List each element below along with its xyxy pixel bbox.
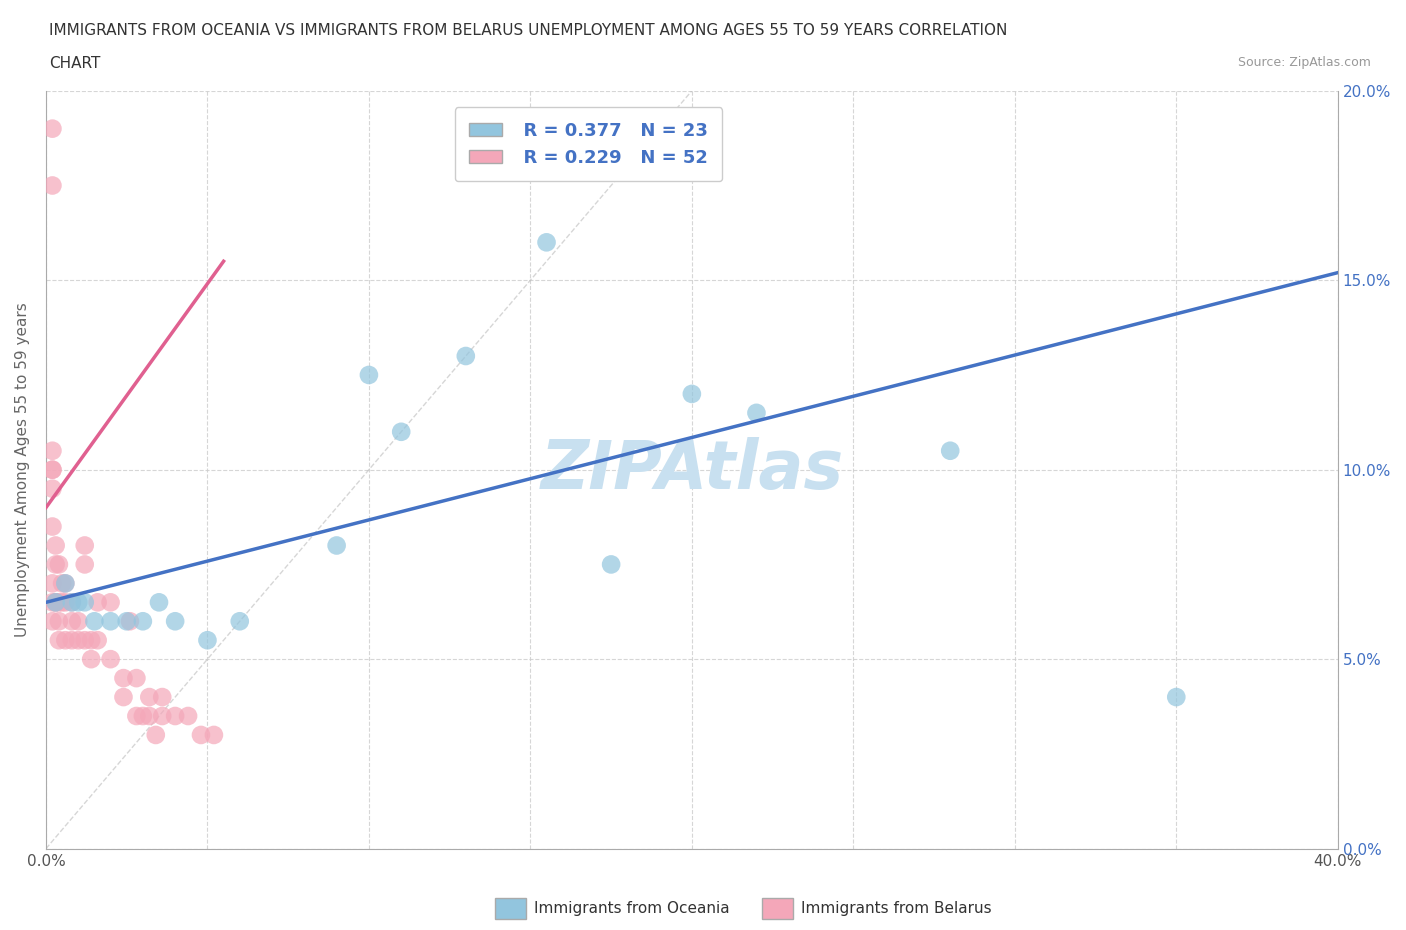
Point — [197, 632, 219, 647]
Point — [73, 538, 96, 553]
Point — [389, 424, 412, 439]
Point — [229, 614, 252, 629]
Point — [53, 632, 76, 647]
Point — [100, 595, 122, 610]
Text: Immigrants from Belarus: Immigrants from Belarus — [801, 901, 993, 916]
Point — [177, 709, 200, 724]
Point — [48, 595, 70, 610]
Point — [45, 538, 67, 553]
Point — [41, 444, 63, 458]
Point — [939, 444, 962, 458]
Point — [41, 462, 63, 477]
Point — [150, 690, 173, 705]
Point — [41, 462, 63, 477]
Point — [53, 576, 76, 591]
Point — [112, 690, 135, 705]
Point — [115, 614, 138, 629]
Point — [41, 614, 63, 629]
Point — [83, 614, 105, 629]
Point — [73, 595, 96, 610]
Point — [60, 595, 83, 610]
Point — [53, 595, 76, 610]
Y-axis label: Unemployment Among Ages 55 to 59 years: Unemployment Among Ages 55 to 59 years — [15, 302, 30, 637]
Point — [73, 632, 96, 647]
Point — [41, 595, 63, 610]
Point — [45, 595, 67, 610]
Point — [202, 727, 225, 742]
Point — [60, 614, 83, 629]
Point — [536, 235, 558, 250]
Point — [45, 557, 67, 572]
Point — [67, 595, 90, 610]
Point — [80, 632, 103, 647]
Point — [67, 632, 90, 647]
Point — [165, 614, 187, 629]
Point — [125, 709, 148, 724]
Point — [60, 595, 83, 610]
Point — [60, 632, 83, 647]
Point — [454, 349, 477, 364]
Point — [41, 121, 63, 136]
Point — [41, 178, 63, 193]
Text: ZIPAtlas: ZIPAtlas — [540, 437, 844, 503]
Point — [357, 367, 380, 382]
Point — [681, 387, 703, 402]
Point — [45, 595, 67, 610]
Point — [41, 519, 63, 534]
Point — [53, 576, 76, 591]
Point — [80, 652, 103, 667]
Text: CHART: CHART — [49, 56, 101, 71]
Point — [165, 709, 187, 724]
Point — [190, 727, 212, 742]
Text: Immigrants from Oceania: Immigrants from Oceania — [534, 901, 730, 916]
Point — [138, 690, 160, 705]
Point — [51, 595, 73, 610]
Point — [125, 671, 148, 685]
Point — [600, 557, 623, 572]
Point — [150, 709, 173, 724]
Point — [132, 614, 155, 629]
Point — [73, 557, 96, 572]
Point — [138, 709, 160, 724]
Point — [132, 709, 155, 724]
Text: Source: ZipAtlas.com: Source: ZipAtlas.com — [1237, 56, 1371, 69]
Point — [145, 727, 167, 742]
Point — [48, 632, 70, 647]
Point — [118, 614, 141, 629]
Point — [51, 576, 73, 591]
Point — [148, 595, 170, 610]
Point — [112, 671, 135, 685]
Point — [48, 614, 70, 629]
Point — [48, 557, 70, 572]
Point — [100, 614, 122, 629]
Point — [41, 576, 63, 591]
Point — [41, 481, 63, 496]
Text: IMMIGRANTS FROM OCEANIA VS IMMIGRANTS FROM BELARUS UNEMPLOYMENT AMONG AGES 55 TO: IMMIGRANTS FROM OCEANIA VS IMMIGRANTS FR… — [49, 23, 1008, 38]
Point — [325, 538, 347, 553]
Point — [67, 614, 90, 629]
Point — [86, 632, 108, 647]
Point — [45, 595, 67, 610]
Point — [100, 652, 122, 667]
Point — [86, 595, 108, 610]
Point — [745, 405, 768, 420]
Legend:   R = 0.377   N = 23,   R = 0.229   N = 52: R = 0.377 N = 23, R = 0.229 N = 52 — [456, 107, 723, 181]
Point — [1166, 690, 1188, 705]
